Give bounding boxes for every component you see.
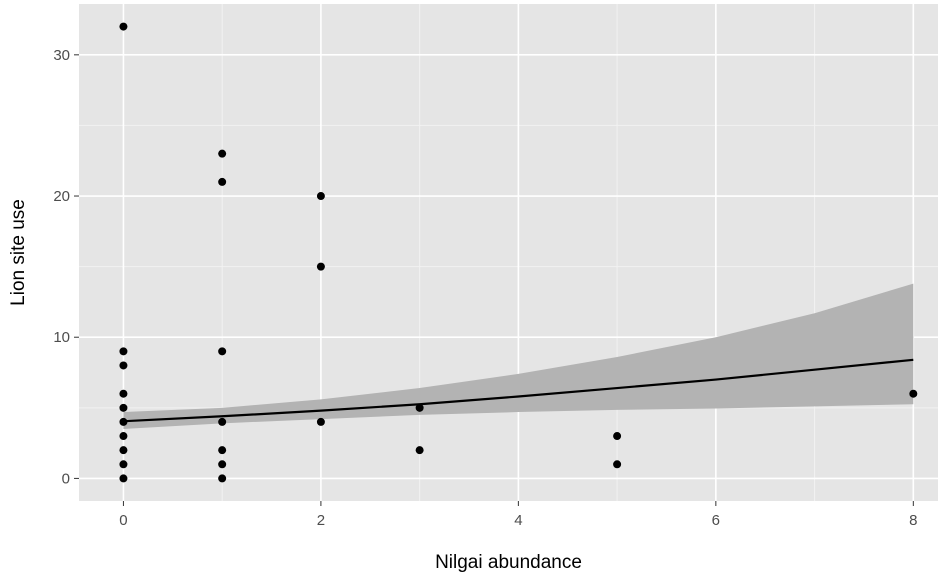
data-point bbox=[613, 432, 622, 441]
x-tick-label: 8 bbox=[909, 512, 917, 529]
data-point bbox=[119, 432, 128, 441]
y-tick-label: 20 bbox=[53, 188, 70, 205]
data-point bbox=[909, 389, 918, 398]
data-point bbox=[218, 347, 227, 356]
fit-line bbox=[123, 358, 914, 423]
data-point bbox=[415, 403, 424, 412]
x-tick-label: 4 bbox=[514, 512, 522, 529]
confidence-band-layer bbox=[123, 283, 914, 429]
data-point bbox=[119, 446, 128, 455]
data-point bbox=[218, 446, 227, 455]
y-tick-label: 10 bbox=[53, 329, 70, 346]
plot-panel bbox=[79, 4, 938, 501]
confidence-band bbox=[123, 283, 914, 429]
data-point bbox=[119, 460, 128, 469]
data-point bbox=[119, 22, 128, 31]
data-point bbox=[119, 403, 128, 412]
data-point bbox=[119, 474, 128, 483]
data-point bbox=[119, 417, 128, 426]
x-tick-label: 0 bbox=[119, 512, 127, 529]
data-point bbox=[119, 389, 128, 398]
data-point bbox=[415, 446, 424, 455]
x-tick-label: 2 bbox=[317, 512, 325, 529]
data-point bbox=[316, 262, 325, 271]
x-axis-title: Nilgai abundance bbox=[435, 552, 582, 573]
y-tick-label: 30 bbox=[53, 47, 70, 64]
data-point bbox=[218, 474, 227, 483]
data-point bbox=[613, 460, 622, 469]
fit-line-layer bbox=[123, 358, 914, 423]
data-points bbox=[119, 22, 918, 483]
x-tick-label: 6 bbox=[712, 512, 720, 529]
data-point bbox=[119, 347, 128, 356]
y-axis-title: Lion site use bbox=[8, 199, 29, 306]
data-point bbox=[218, 177, 227, 186]
y-axis-ticks: 0 10 20 30 bbox=[53, 47, 79, 487]
x-axis-ticks: 0 2 4 6 8 bbox=[119, 501, 917, 529]
y-tick-label: 0 bbox=[62, 470, 70, 487]
data-point bbox=[316, 417, 325, 426]
data-point bbox=[218, 460, 227, 469]
data-point bbox=[218, 149, 227, 158]
data-point bbox=[119, 361, 128, 370]
data-point bbox=[316, 192, 325, 201]
data-point bbox=[218, 417, 227, 426]
